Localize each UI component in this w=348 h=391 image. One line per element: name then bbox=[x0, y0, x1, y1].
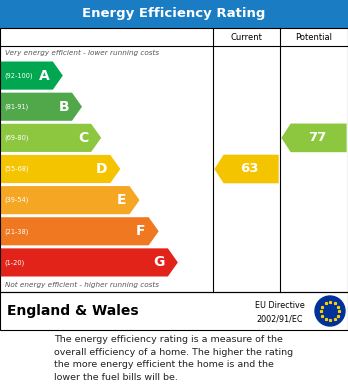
Text: Potential: Potential bbox=[295, 32, 332, 41]
Bar bbox=[0, 28, 348, 292]
Text: C: C bbox=[78, 131, 88, 145]
Polygon shape bbox=[0, 61, 63, 90]
Polygon shape bbox=[0, 124, 101, 152]
Polygon shape bbox=[0, 217, 159, 246]
Text: (1-20): (1-20) bbox=[4, 259, 24, 265]
Text: E: E bbox=[117, 193, 127, 207]
Polygon shape bbox=[0, 155, 120, 183]
Text: (69-80): (69-80) bbox=[4, 135, 29, 141]
Text: Not energy efficient - higher running costs: Not energy efficient - higher running co… bbox=[5, 282, 159, 288]
Text: 77: 77 bbox=[308, 131, 326, 144]
Circle shape bbox=[315, 296, 345, 326]
Text: F: F bbox=[136, 224, 146, 238]
Polygon shape bbox=[0, 248, 178, 276]
Text: (55-68): (55-68) bbox=[4, 166, 29, 172]
Text: D: D bbox=[96, 162, 107, 176]
Polygon shape bbox=[282, 124, 347, 152]
Polygon shape bbox=[214, 155, 279, 183]
Text: EU Directive: EU Directive bbox=[255, 301, 305, 310]
Text: Energy Efficiency Rating: Energy Efficiency Rating bbox=[82, 7, 266, 20]
Text: G: G bbox=[153, 255, 165, 269]
Polygon shape bbox=[0, 186, 140, 214]
Polygon shape bbox=[0, 93, 82, 121]
Bar bbox=[0, 292, 348, 330]
Text: (39-54): (39-54) bbox=[4, 197, 29, 203]
Text: 63: 63 bbox=[240, 163, 259, 176]
Text: (81-91): (81-91) bbox=[4, 104, 28, 110]
Text: Current: Current bbox=[231, 32, 262, 41]
Text: Very energy efficient - lower running costs: Very energy efficient - lower running co… bbox=[5, 50, 159, 56]
Text: (92-100): (92-100) bbox=[4, 72, 33, 79]
Bar bbox=[0, 0, 348, 28]
Text: (21-38): (21-38) bbox=[4, 228, 29, 235]
Bar bbox=[0, 292, 348, 330]
Text: The energy efficiency rating is a measure of the
overall efficiency of a home. T: The energy efficiency rating is a measur… bbox=[54, 335, 294, 382]
Text: B: B bbox=[58, 100, 69, 114]
Text: A: A bbox=[39, 68, 50, 83]
Text: 2002/91/EC: 2002/91/EC bbox=[257, 315, 303, 324]
Text: England & Wales: England & Wales bbox=[7, 304, 139, 318]
